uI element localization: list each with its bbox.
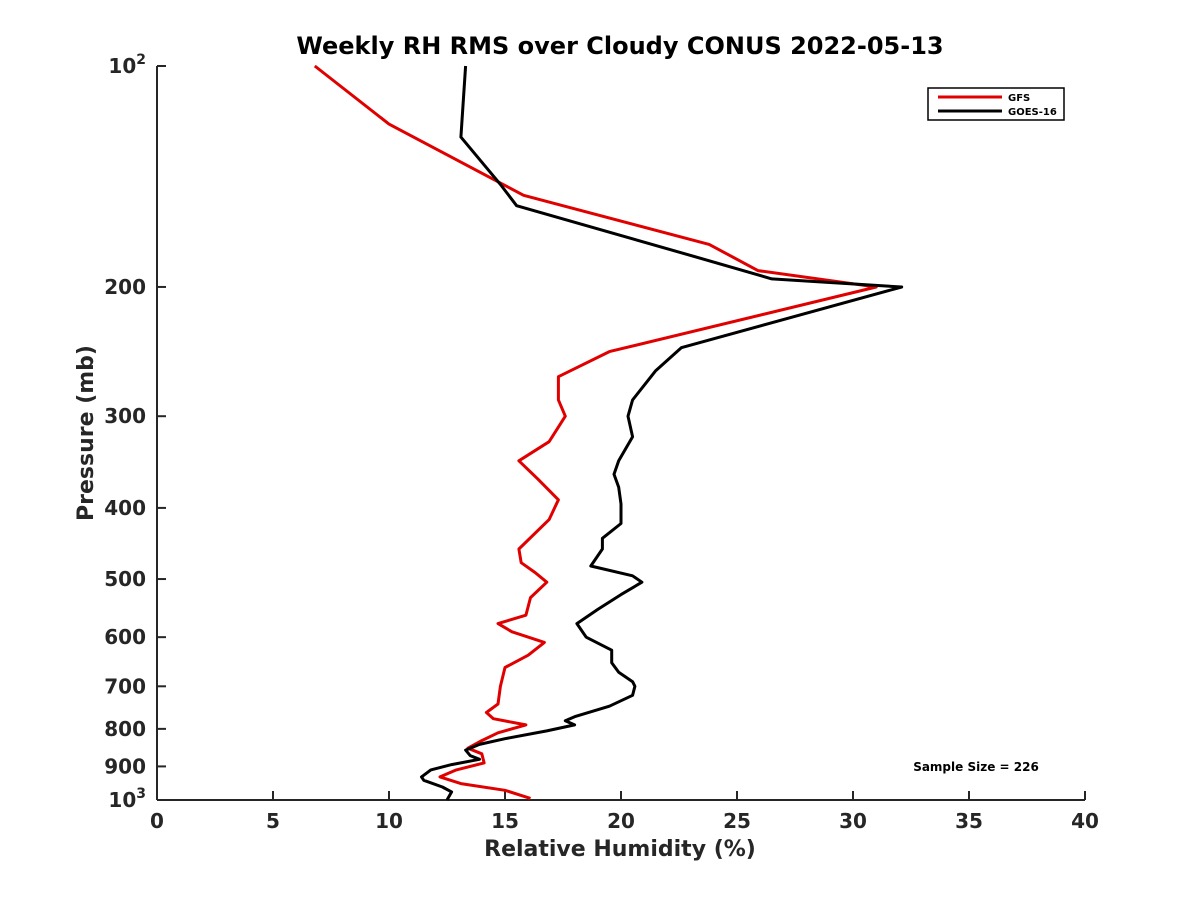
x-tick-label: 30 bbox=[839, 809, 867, 833]
y-tick-base: 10 bbox=[108, 788, 136, 812]
x-tick-label: 0 bbox=[150, 809, 164, 833]
x-tick-label: 5 bbox=[266, 809, 280, 833]
y-tick-label: 900 bbox=[104, 754, 146, 778]
y-tick-label: 600 bbox=[104, 625, 146, 649]
legend: GFS GOES-16 bbox=[927, 87, 1065, 121]
legend-label-goes16: GOES-16 bbox=[1008, 107, 1057, 118]
y-tick-label: 400 bbox=[104, 496, 146, 520]
chart-title: Weekly RH RMS over Cloudy CONUS 2022-05-… bbox=[296, 32, 943, 60]
series-layer bbox=[313, 64, 904, 801]
series-line-gfs bbox=[313, 64, 878, 800]
y-tick-label: 200 bbox=[104, 275, 146, 299]
y-tick-exponent: 3 bbox=[136, 786, 146, 802]
x-tick-label: 25 bbox=[723, 809, 751, 833]
y-tick-label: 102 bbox=[108, 52, 146, 78]
y-tick-label: 500 bbox=[104, 567, 146, 591]
x-tick-label: 35 bbox=[955, 809, 983, 833]
legend-label-gfs: GFS bbox=[1008, 93, 1030, 104]
y-tick-label: 800 bbox=[104, 717, 146, 741]
plot-area: 0 5 10 15 20 25 30 35 40 10220030040050060070080… bbox=[104, 52, 1099, 833]
x-tick-label: 40 bbox=[1071, 809, 1099, 833]
y-tick-label: 300 bbox=[104, 404, 146, 428]
y-tick-exponent: 2 bbox=[136, 52, 146, 68]
sample-size-annotation: Sample Size = 226 bbox=[913, 760, 1039, 774]
y-axis-label: Pressure (mb) bbox=[74, 345, 99, 521]
x-tick-label: 20 bbox=[607, 809, 635, 833]
x-axis-label: Relative Humidity (%) bbox=[484, 837, 756, 862]
y-tick-label: 700 bbox=[104, 674, 146, 698]
y-tick-label: 103 bbox=[108, 786, 146, 812]
x-tick-label: 15 bbox=[491, 809, 519, 833]
y-tick-base: 10 bbox=[108, 54, 136, 78]
x-axis-ticks: 0 5 10 15 20 25 30 35 40 bbox=[150, 791, 1099, 833]
legend-box bbox=[927, 87, 1065, 121]
series-line-goes16 bbox=[420, 65, 904, 801]
x-tick-label: 10 bbox=[375, 809, 403, 833]
